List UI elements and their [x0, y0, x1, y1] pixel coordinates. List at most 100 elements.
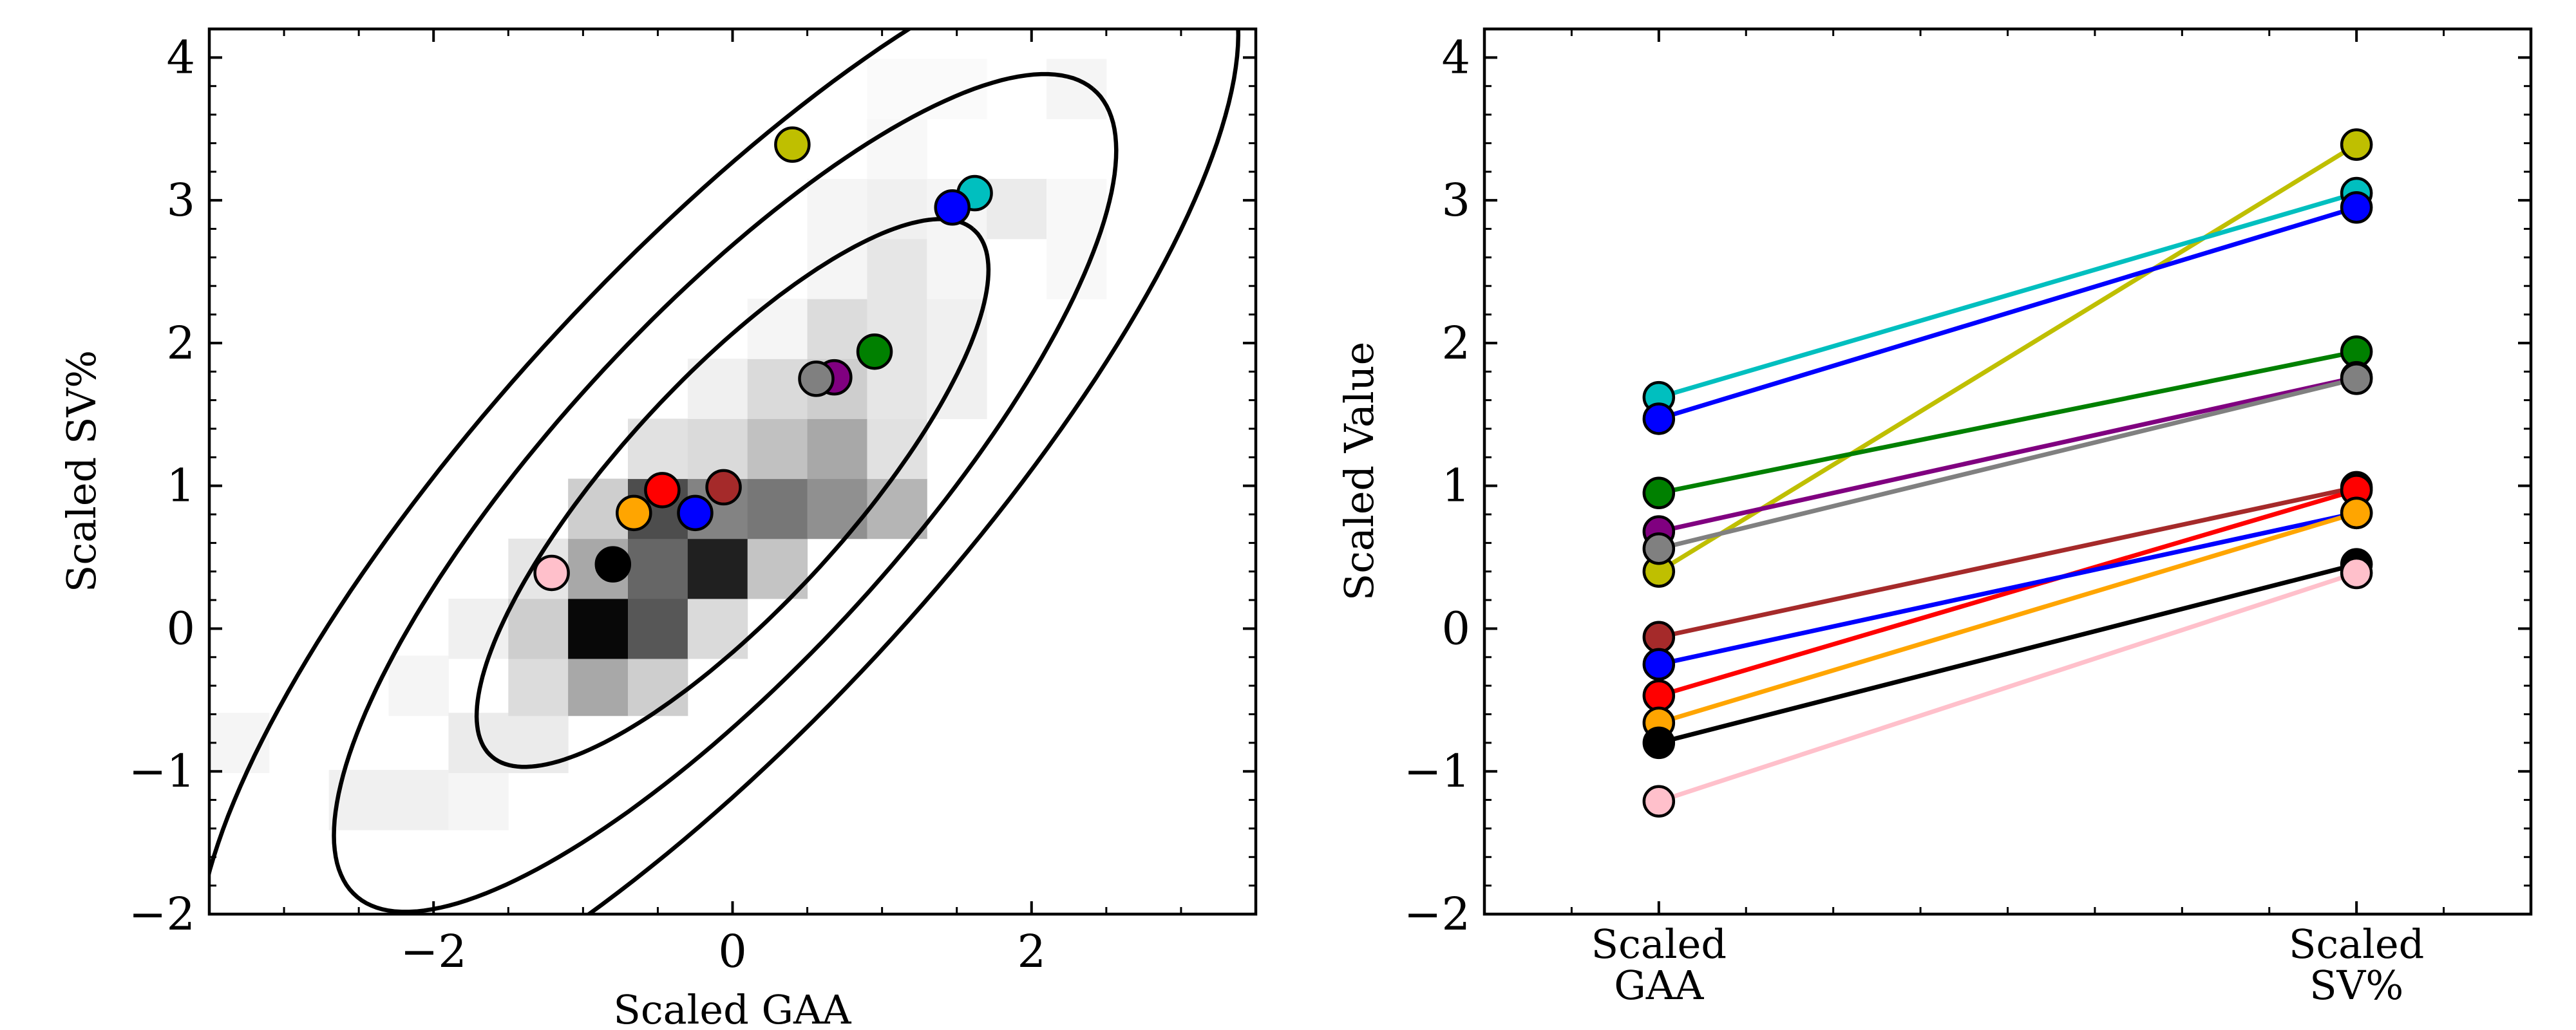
series-point	[2340, 556, 2373, 590]
heatmap-cell	[987, 178, 1047, 239]
heatmap-cell	[628, 598, 688, 659]
series-line	[1658, 191, 2358, 400]
heatmap-cell	[1046, 59, 1107, 120]
scatter-point	[705, 469, 742, 506]
category-label-line: Scaled	[2289, 921, 2424, 968]
series-line	[1658, 205, 2358, 421]
heatmap-cell	[448, 770, 509, 830]
series-line	[1658, 142, 2358, 574]
y-tick-label: −2	[129, 888, 195, 941]
heatmap-cell	[867, 59, 927, 120]
left-scatter-panel: −2 0 2 −2 −1 0 1 2 3 4 Scaled GAA Scaled SV%	[58, 27, 1258, 1030]
series-point	[2340, 128, 2373, 161]
heatmap-cell	[687, 598, 748, 659]
heatmap-cell	[687, 359, 748, 419]
series-line	[1658, 376, 2357, 551]
y-tick-label: 1	[166, 460, 195, 512]
scatter-point	[644, 472, 681, 509]
scatter-point	[798, 360, 835, 397]
heatmap-cell	[388, 655, 449, 716]
heatmap-cell	[568, 598, 629, 659]
category-label-line: SV%	[2309, 962, 2403, 1009]
series-point	[1642, 785, 1676, 818]
scatter-point	[774, 126, 811, 163]
ellipse-contours	[209, 29, 1241, 914]
x-tick-label: −2	[401, 925, 467, 978]
heatmap-cell	[747, 359, 808, 419]
right-plot-frame	[1482, 27, 2533, 916]
series-point	[1642, 726, 1676, 760]
scatter-point	[594, 546, 632, 583]
left-y-axis-label: Scaled SV%	[58, 350, 105, 592]
series-point	[1642, 679, 1676, 712]
heatmap-cell	[807, 178, 867, 239]
contour-ellipse	[332, 71, 1119, 914]
left-axis-ticks: −2 0 2 −2 −1 0 1 2 3 4	[129, 28, 1257, 978]
series-point	[1642, 648, 1676, 681]
series-point	[2340, 496, 2373, 530]
heatmap-cell	[807, 478, 867, 539]
scatter-points	[533, 126, 993, 592]
series-line	[1658, 487, 2358, 698]
series-point	[2340, 191, 2373, 224]
x-tick-label: 0	[718, 925, 747, 978]
y-tick-label: 2	[1441, 317, 1470, 370]
x-tick-label: 2	[1018, 925, 1046, 978]
category-label-line: GAA	[1614, 962, 1704, 1009]
heatmap-cell	[867, 178, 927, 239]
density-heatmap	[209, 59, 1107, 830]
y-tick-label: 0	[166, 602, 195, 655]
heatmap-cell	[687, 538, 748, 599]
series-line	[1658, 485, 2357, 640]
y-tick-label: 3	[1441, 174, 1470, 227]
heatmap-cell	[867, 478, 927, 539]
heatmap-cell	[867, 239, 927, 299]
slope-points	[1642, 128, 2373, 818]
heatmap-cell	[388, 770, 449, 830]
heatmap-cell	[747, 478, 808, 539]
series-line	[1658, 375, 2357, 534]
y-tick-label: 2	[166, 317, 195, 370]
series-point	[1642, 532, 1676, 565]
slope-lines	[1658, 142, 2358, 804]
heatmap-cell	[628, 538, 688, 599]
left-x-axis-label: Scaled GAA	[613, 986, 851, 1030]
category-label: Scaled SV%	[2289, 921, 2424, 1009]
series-point	[1642, 476, 1676, 510]
contour-ellipse	[474, 217, 991, 769]
heatmap-cell	[568, 655, 629, 716]
scatter-point	[934, 189, 971, 226]
heatmap-cell	[508, 655, 569, 716]
heatmap-cell	[867, 118, 927, 180]
series-point	[1642, 402, 1676, 435]
y-tick-label: 4	[1441, 31, 1470, 84]
heatmap-cell	[927, 239, 987, 299]
y-tick-label: 0	[1441, 602, 1470, 655]
y-tick-label: −2	[1404, 888, 1470, 941]
series-line	[1658, 510, 2358, 726]
series-line	[1658, 570, 2358, 804]
series-line	[1658, 562, 2358, 745]
heatmap-cell	[687, 418, 748, 480]
y-tick-label: 3	[166, 174, 195, 227]
right-y-axis-label: Scaled Value	[1336, 342, 1383, 601]
series-point	[2340, 362, 2373, 395]
scatter-point	[856, 333, 893, 370]
y-tick-label: 4	[166, 31, 195, 84]
contour-ellipse	[209, 29, 1241, 914]
series-line	[1658, 349, 2357, 496]
heatmap-cell	[747, 299, 808, 359]
category-label-line: Scaled	[1591, 921, 1727, 968]
y-tick-label: −1	[1404, 745, 1470, 798]
series-point	[1642, 621, 1676, 654]
heatmap-cell	[807, 418, 867, 480]
y-tick-label: −1	[129, 745, 195, 798]
scatter-point	[677, 494, 714, 532]
category-label: Scaled GAA	[1591, 921, 1727, 1009]
heatmap-cell	[1046, 178, 1107, 239]
heatmap-cell	[747, 418, 808, 480]
y-tick-label: 1	[1441, 460, 1470, 512]
series-line	[1658, 510, 2357, 667]
